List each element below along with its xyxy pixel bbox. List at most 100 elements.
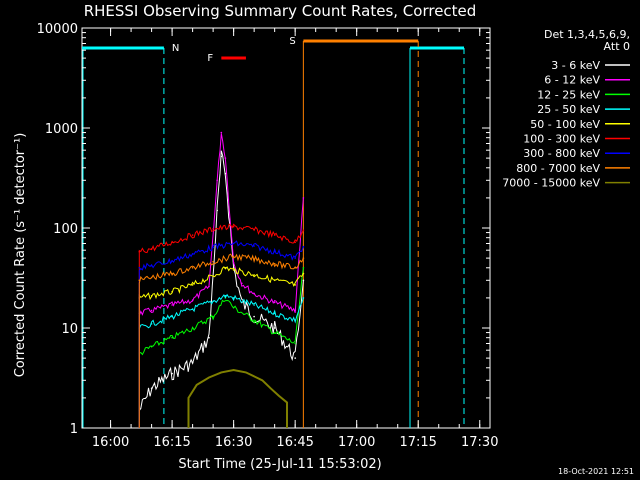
data-point (150, 264, 153, 267)
data-point (191, 267, 194, 269)
data-point (150, 295, 153, 297)
data-point (273, 331, 276, 334)
x-tick-label: 16:15 (153, 435, 190, 450)
data-point (302, 229, 305, 231)
data-point (273, 301, 276, 304)
chart-title: RHESSI Observing Summary Count Rates, Co… (84, 2, 477, 20)
data-point (171, 315, 173, 318)
data-point (224, 157, 227, 159)
data-point (138, 250, 141, 253)
y-tick-label: 1000 (45, 122, 78, 137)
legend-item-label: 50 - 100 keV (530, 118, 600, 131)
data-point (191, 327, 194, 329)
data-point (212, 315, 214, 318)
data-point (253, 293, 255, 295)
y-axis-label: Corrected Count Rate (s⁻¹ detector⁻¹) (13, 133, 28, 378)
data-point (273, 262, 276, 265)
annotation-flare: F (207, 53, 246, 64)
data-point (302, 245, 305, 248)
plot-frame (81, 27, 491, 429)
data-point (253, 258, 255, 260)
data-point (302, 197, 305, 199)
data-point (150, 345, 153, 348)
annotation-saa: S (289, 36, 419, 428)
data-point (294, 284, 297, 286)
generation-timestamp: 18-Oct-2021 12:51 (558, 467, 634, 476)
x-tick-label: 16:45 (276, 435, 313, 450)
series-line (138, 253, 304, 428)
x-tick-label: 16:30 (215, 435, 252, 450)
data-point (302, 279, 305, 282)
data-point (278, 395, 280, 397)
data-point (191, 253, 194, 255)
flare-label: F (207, 53, 213, 64)
data-point (191, 308, 194, 310)
data-point (212, 300, 214, 303)
x-tick-label: 16:00 (92, 435, 129, 450)
data-point (191, 361, 194, 364)
legend: Det 1,3,4,5,6,9,Att 0 3 - 6 keV 6 - 12 keV… (502, 28, 630, 190)
legend-header: Att 0 (604, 40, 630, 53)
data-point (208, 285, 210, 288)
series-line (138, 150, 304, 428)
data-point (212, 228, 214, 230)
data-point (171, 291, 173, 293)
data-point (191, 284, 194, 286)
plot-area: N F S (81, 27, 491, 429)
y-tick-label: 1 (70, 422, 78, 437)
data-point (220, 155, 223, 158)
series-line (138, 267, 304, 428)
y-tick-label: 10 (61, 322, 78, 337)
data-point (138, 267, 141, 269)
data-point (273, 312, 276, 315)
data-point (216, 209, 218, 212)
data-point (220, 371, 223, 374)
data-point (294, 309, 297, 312)
y-axis: 1 10 100 1000 10000 (37, 22, 490, 437)
data-point (212, 246, 214, 249)
data-point (220, 131, 223, 134)
data-point (208, 336, 210, 339)
data-point (150, 276, 153, 279)
legend-item-label: 300 - 800 keV (523, 147, 600, 160)
data-point (302, 267, 305, 269)
legend-item-label: 12 - 25 keV (537, 88, 600, 101)
data-point (224, 267, 227, 269)
data-point (232, 242, 235, 245)
data-point (150, 387, 153, 390)
legend-header: Det 1,3,4,5,6,9, (544, 28, 630, 41)
x-tick-label: 17:15 (399, 435, 436, 450)
data-point (171, 372, 173, 375)
data-point (261, 379, 264, 382)
data-point (294, 342, 297, 345)
data-point (138, 279, 141, 282)
data-point (294, 267, 297, 269)
data-point (253, 245, 255, 247)
data-point (195, 384, 198, 386)
data-point (253, 304, 255, 306)
data-point (232, 269, 235, 271)
data-point (294, 357, 297, 359)
data-point (187, 397, 190, 399)
x-tick-label: 17:00 (338, 435, 375, 450)
data-point (253, 319, 255, 321)
data-point (216, 179, 218, 182)
data-point (294, 319, 297, 321)
data-point (253, 274, 255, 276)
data-point (171, 260, 173, 262)
data-point (150, 309, 153, 312)
data-point (191, 234, 194, 236)
data-point (302, 257, 305, 259)
data-point (294, 241, 297, 244)
series-line (138, 293, 304, 428)
data-point (171, 304, 173, 306)
series-line (138, 266, 304, 428)
data-point (294, 257, 297, 259)
data-point (212, 275, 214, 277)
data-point (171, 272, 173, 275)
data-point (191, 299, 194, 301)
data-point (150, 248, 153, 250)
x-axis: 16:00 16:15 16:30 16:45 17:00 17:15 17:30 (92, 28, 498, 450)
data-point (208, 376, 210, 379)
annotation-night: N (82, 43, 465, 428)
